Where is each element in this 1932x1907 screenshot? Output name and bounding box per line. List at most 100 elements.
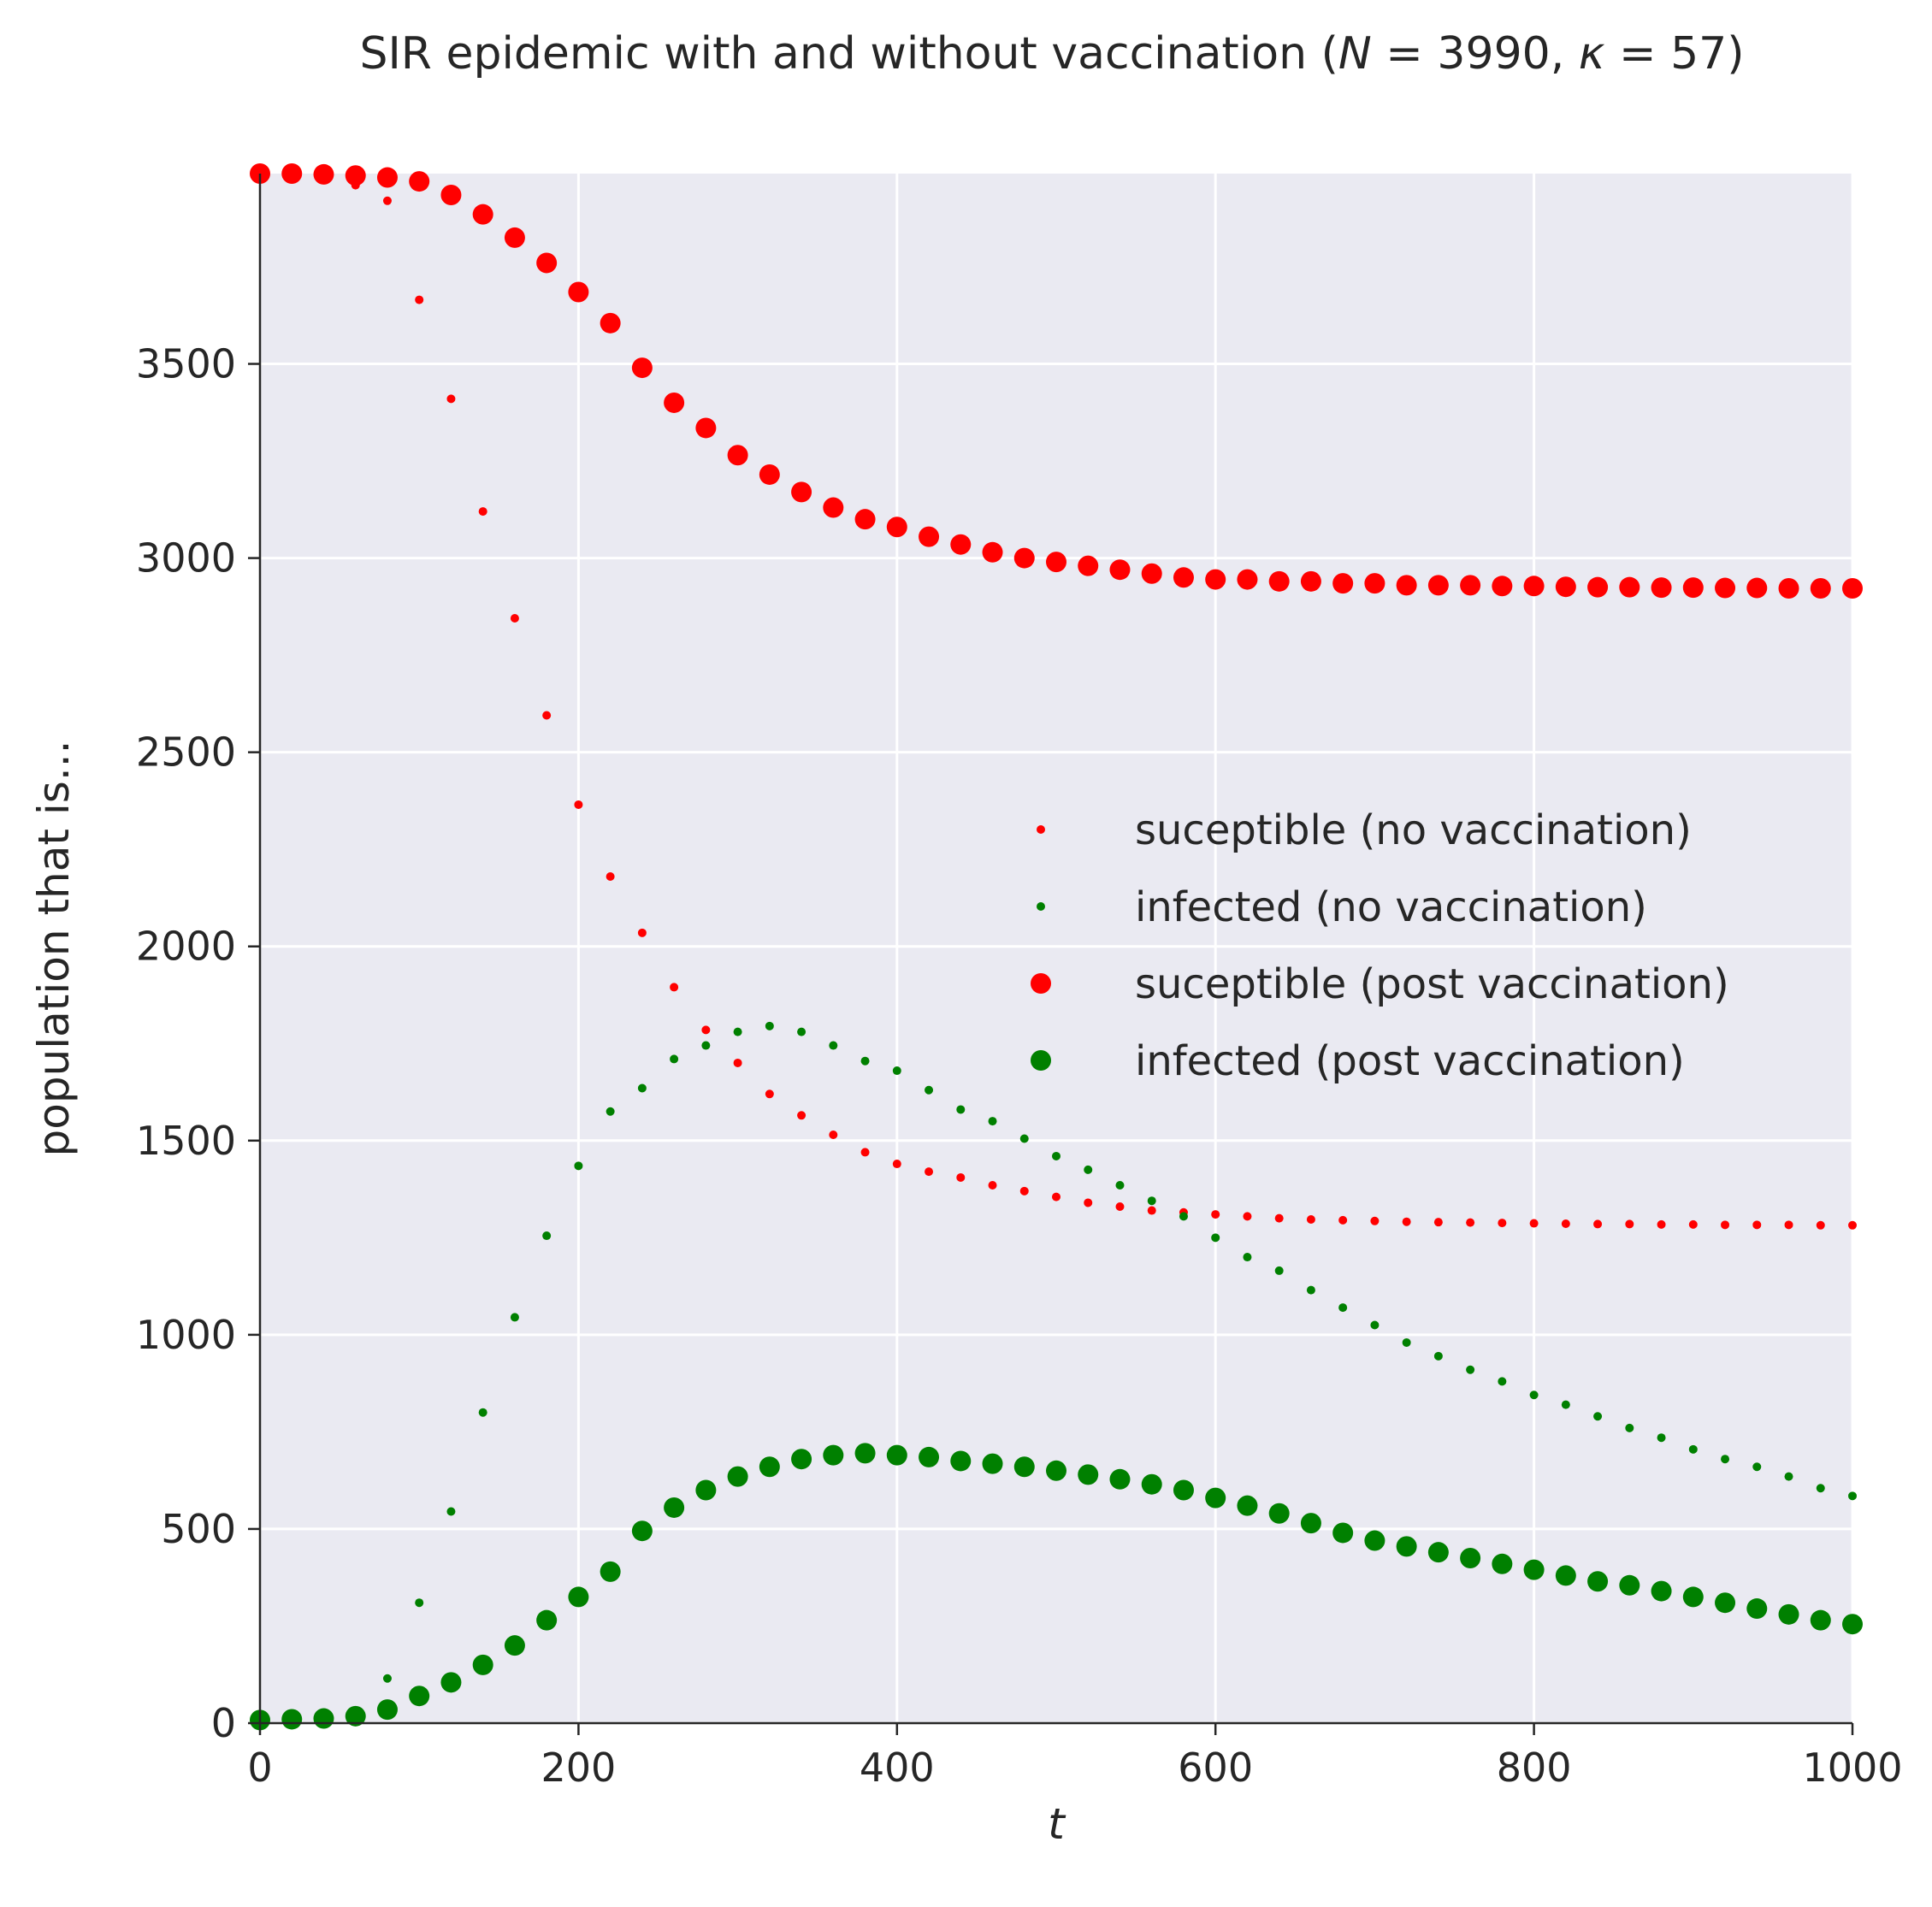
data-point (1433, 1351, 1443, 1361)
x-tick-label: 0 (247, 1745, 272, 1791)
data-point (695, 1479, 717, 1501)
data-point (1370, 1216, 1380, 1225)
data-point (1084, 1198, 1093, 1207)
data-point (1721, 1455, 1730, 1464)
data-point (1109, 559, 1131, 581)
data-point (797, 1111, 806, 1120)
data-point (759, 463, 780, 485)
data-point (1427, 1542, 1449, 1563)
legend-entry: infected (no vaccination) (1135, 883, 1647, 931)
data-point (472, 1654, 493, 1675)
data-point (1084, 1165, 1093, 1174)
data-point (892, 1160, 901, 1169)
data-point (382, 1674, 392, 1683)
data-point (988, 1117, 997, 1126)
x-tick-label: 200 (541, 1745, 616, 1791)
data-point (829, 1041, 838, 1050)
data-point (1211, 1210, 1220, 1219)
data-point (823, 497, 844, 518)
data-point (1300, 570, 1321, 592)
data-point (478, 1408, 487, 1417)
data-point (1625, 1423, 1634, 1432)
axes (258, 174, 1852, 1725)
data-point (1810, 578, 1831, 599)
data-point (1364, 1530, 1385, 1551)
data-point (1019, 1134, 1029, 1143)
y-tick-label: 1500 (136, 1118, 236, 1164)
data-point (631, 1520, 653, 1542)
data-point (1013, 1456, 1035, 1478)
data-point (1688, 1219, 1698, 1229)
data-point (1274, 1266, 1284, 1275)
data-point (1619, 1574, 1640, 1596)
data-point (765, 1021, 774, 1030)
data-point (415, 1598, 424, 1608)
data-point (1593, 1219, 1603, 1229)
data-point (1784, 1220, 1793, 1230)
data-point (733, 1058, 742, 1067)
data-point (600, 1561, 621, 1582)
data-point (631, 357, 653, 379)
data-point (1657, 1219, 1666, 1229)
y-axis-label: population that is... (29, 740, 79, 1156)
data-point (1268, 1503, 1290, 1524)
data-point (701, 1025, 711, 1035)
data-point (446, 1507, 456, 1516)
data-point (1078, 1464, 1099, 1485)
data-point (1460, 575, 1481, 596)
legend-entry: infected (post vaccination) (1135, 1037, 1685, 1085)
data-point (510, 613, 519, 623)
data-point (1332, 573, 1354, 594)
data-point (1052, 1192, 1061, 1201)
x-tick-label: 1000 (1802, 1745, 1902, 1791)
data-point (791, 481, 812, 503)
data-point (637, 928, 647, 937)
y-tick-label: 3500 (136, 341, 236, 387)
data-point (829, 1130, 838, 1139)
y-tick-label: 2000 (136, 924, 236, 970)
data-point (925, 1167, 934, 1177)
data-point (1078, 555, 1099, 576)
data-point (1688, 1444, 1698, 1454)
data-point (1332, 1522, 1354, 1544)
data-point (606, 1107, 615, 1116)
data-point (1842, 1614, 1863, 1635)
y-tick-label: 0 (211, 1700, 236, 1746)
data-point (1370, 1320, 1380, 1330)
data-point (797, 1027, 806, 1036)
data-point (440, 184, 462, 205)
data-point (1402, 1337, 1411, 1347)
data-point (1466, 1218, 1475, 1227)
data-point (886, 517, 907, 538)
data-point (1561, 1400, 1570, 1409)
data-point (1523, 1559, 1545, 1580)
legend-marker (1031, 973, 1051, 994)
data-point (1492, 1553, 1513, 1574)
data-point (1721, 1220, 1730, 1230)
data-point (1625, 1219, 1634, 1229)
data-point (536, 1609, 558, 1631)
data-point (1752, 1462, 1762, 1472)
data-point (1778, 578, 1799, 599)
data-point (1555, 576, 1576, 598)
data-point (860, 1148, 870, 1157)
data-point (478, 507, 487, 517)
data-point (504, 227, 525, 248)
y-tick-label: 1000 (136, 1312, 236, 1358)
data-point (1141, 1473, 1162, 1495)
data-point (695, 417, 717, 439)
data-point (345, 1705, 366, 1727)
data-point (440, 1672, 462, 1693)
data-point (1810, 1609, 1831, 1631)
data-point (281, 1709, 303, 1730)
data-point (1147, 1206, 1156, 1215)
data-point (382, 196, 392, 205)
data-point (1593, 1412, 1603, 1421)
data-point (733, 1027, 742, 1036)
data-point (542, 1231, 552, 1241)
data-point (1019, 1186, 1029, 1196)
data-point (956, 1172, 966, 1182)
data-point (637, 1083, 647, 1093)
data-point (1211, 1233, 1220, 1243)
